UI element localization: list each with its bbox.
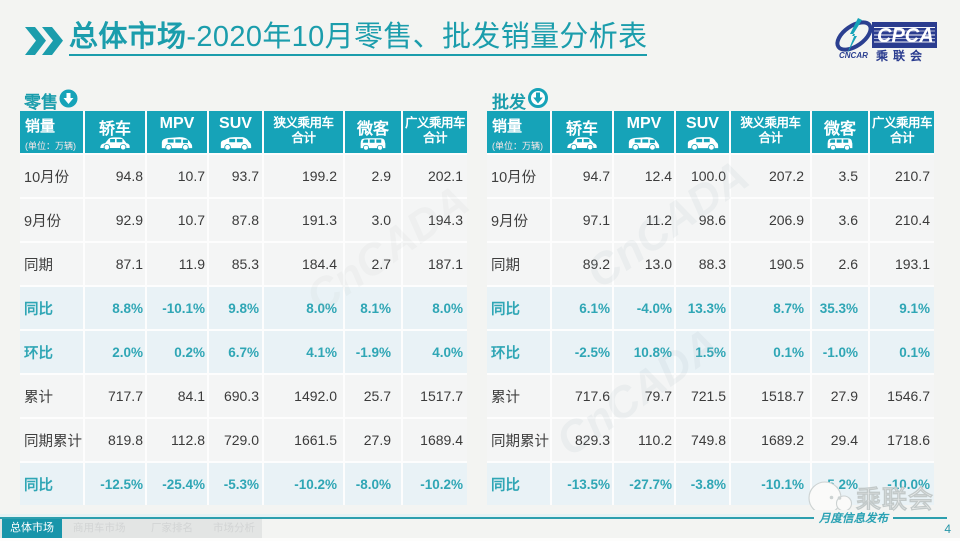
svg-text:CPCA: CPCA: [877, 25, 934, 47]
svg-text:CNCAR: CNCAR: [839, 51, 868, 60]
svg-text:乘联会: 乘联会: [856, 486, 934, 514]
svg-text:乘联会: 乘联会: [875, 48, 927, 63]
